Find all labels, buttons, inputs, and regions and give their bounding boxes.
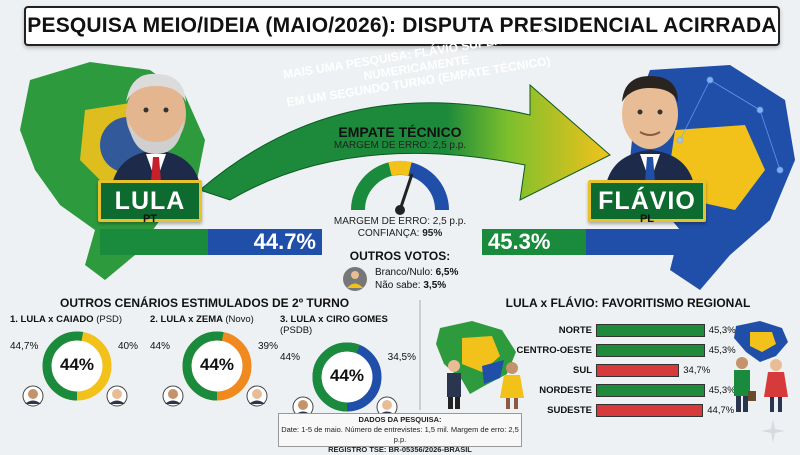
- regional-map-illustration: [436, 321, 516, 394]
- flavio-percent-bar: 45.3%: [482, 229, 702, 255]
- people-illustration-left: [447, 360, 524, 409]
- regional-row: CENTRO-OESTE 45,3%: [512, 342, 737, 359]
- regional-row: NORDESTE 45,3%: [512, 382, 737, 399]
- people-group-icon: [343, 267, 367, 291]
- scenario-left-pct: 44%: [280, 352, 301, 363]
- scenario-card: 1. LULA x CAIADO (PSD) 44,7% 40% 44%: [10, 314, 142, 410]
- lula-percent-bar: 44.7%: [100, 229, 322, 255]
- flavio-portrait: [605, 76, 695, 190]
- confidence-value: 95%: [422, 228, 443, 239]
- regional-value: 45,3%: [708, 385, 736, 396]
- regional-map-right-illustration: [734, 321, 788, 362]
- scenario-left-arc: [182, 331, 252, 401]
- regional-label: SUDESTE: [547, 405, 592, 416]
- footer-line-2: REGISTRO TSE: BR-05356/2026-BRASIL: [328, 445, 472, 454]
- regional-label: CENTRO-OESTE: [516, 345, 592, 356]
- regional-value: 45,3%: [708, 345, 736, 356]
- lula-name: LULA: [114, 186, 186, 215]
- regional-bar: [596, 324, 705, 337]
- regional-value: 44,7%: [707, 405, 735, 416]
- flavio-party: PL: [639, 213, 655, 225]
- regional-label: SUL: [573, 365, 592, 376]
- scenario-left-pct: 44,7%: [10, 341, 39, 352]
- scenario-right-pct: 34,5%: [387, 352, 416, 363]
- sparkle-icon: [761, 419, 785, 443]
- title-banner: PESQUISA MEIO/IDEIA (MAIO/2026): DISPUTA…: [24, 6, 780, 46]
- footer-box: DADOS DA PESQUISA: Date: 1-5 de maio. Nú…: [278, 413, 522, 454]
- scenario-left-arc: [312, 342, 382, 412]
- scenario-right-avatar: [106, 385, 128, 407]
- lula-nameplate: LULA: [98, 180, 202, 222]
- divider-line: [419, 300, 421, 410]
- page-title: PESQUISA MEIO/IDEIA (MAIO/2026): DISPUTA…: [27, 14, 777, 37]
- scenario-label: 3. LULA x CIRO GOMES: [280, 314, 388, 325]
- scenario-right-pct: 40%: [117, 341, 138, 352]
- flavio-percent: 45.3%: [488, 229, 551, 254]
- footer-title: DADOS DA PESQUISA:: [358, 415, 442, 424]
- flavio-name: FLÁVIO: [598, 186, 696, 215]
- margin-bottom-text: MARGEM DE ERRO: 2,5 p.p.: [333, 216, 467, 227]
- scenario-card: 3. LULA x CIRO GOMES (PSDB) 44% 34,5% 44%: [280, 314, 420, 418]
- regional-chart: NORTE 45,3% CENTRO-OESTE 45,3% SUL 34,7% NORDE…: [512, 322, 737, 422]
- scenario-center-pct: 44%: [329, 366, 365, 385]
- naosabe-label: Não sabe:: [375, 280, 424, 291]
- scenario-left-avatar: [22, 385, 44, 407]
- big-arrow-graphic: [199, 83, 611, 201]
- regional-label: NORDESTE: [539, 385, 592, 396]
- regional-row: NORTE 45,3%: [512, 322, 737, 339]
- scenario-center-pct: 44%: [59, 355, 95, 374]
- empate-tecnico-title: EMPATE TÉCNICO: [338, 124, 462, 140]
- scenario-label: 2. LULA x ZEMA: [150, 314, 226, 325]
- scenario-party: (PSD): [96, 314, 123, 325]
- regional-bar: [596, 404, 704, 417]
- scenario-party: (PSDB): [280, 325, 313, 336]
- margin-top-text: MARGEM DE ERRO: 2,5 p.p.: [333, 140, 467, 151]
- scenario-left-pct: 44%: [150, 341, 171, 352]
- scenario-donut: [182, 331, 252, 401]
- regional-row: SUDESTE 44,7%: [512, 402, 737, 419]
- nao-sabe: Não sabe: 3,5%: [375, 280, 446, 291]
- scenario-left-avatar: [162, 385, 184, 407]
- gauge-graphic: [351, 160, 449, 215]
- footer-line-1: Date: 1-5 de maio. Número de entrevistes…: [281, 425, 519, 444]
- branco-value: 6,5%: [435, 267, 459, 278]
- regional-value: 34,7%: [683, 365, 711, 376]
- lula-portrait: [111, 73, 201, 190]
- regional-value: 45,3%: [708, 325, 736, 336]
- naosabe-value: 3,5%: [423, 280, 447, 291]
- scenario-card: 2. LULA x ZEMA (Novo) 44% 39% 44%: [150, 314, 282, 410]
- regional-label: NORTE: [558, 325, 592, 336]
- scenario-donut: [42, 331, 112, 401]
- confidence-text: CONFIANÇA: 95%: [320, 228, 480, 239]
- regional-bar: [596, 364, 680, 377]
- lula-party: PT: [142, 213, 158, 225]
- branco-label: Branco/Nulo:: [375, 267, 436, 278]
- people-illustration-right: [734, 357, 788, 412]
- confidence-label: CONFIANÇA:: [357, 228, 423, 239]
- scenario-label: 1. LULA x CAIADO: [10, 314, 97, 325]
- scenario-donut: [312, 342, 382, 412]
- regional-bar: [596, 344, 705, 357]
- regional-title: LULA x FLÁVIO: FAVORITISMO REGIONAL: [505, 296, 751, 310]
- outros-votos-title: OUTROS VOTOS:: [349, 249, 451, 263]
- regional-bar: [596, 384, 705, 397]
- branco-nulo: Branco/Nulo: 6,5%: [375, 267, 458, 278]
- scenario-center-pct: 44%: [199, 355, 235, 374]
- flavio-nameplate: FLÁVIO: [588, 180, 706, 222]
- scenario-party: (Novo): [225, 314, 254, 325]
- regional-row: SUL 34,7%: [512, 362, 737, 379]
- scenario-right-pct: 39%: [257, 341, 278, 352]
- scenario-left-arc: [42, 331, 112, 401]
- scenario-right-avatar: [246, 385, 268, 407]
- lula-percent: 44.7%: [253, 229, 316, 254]
- scenarios-title: OUTROS CENÁRIOS ESTIMULADOS DE 2º TURNO: [60, 296, 350, 310]
